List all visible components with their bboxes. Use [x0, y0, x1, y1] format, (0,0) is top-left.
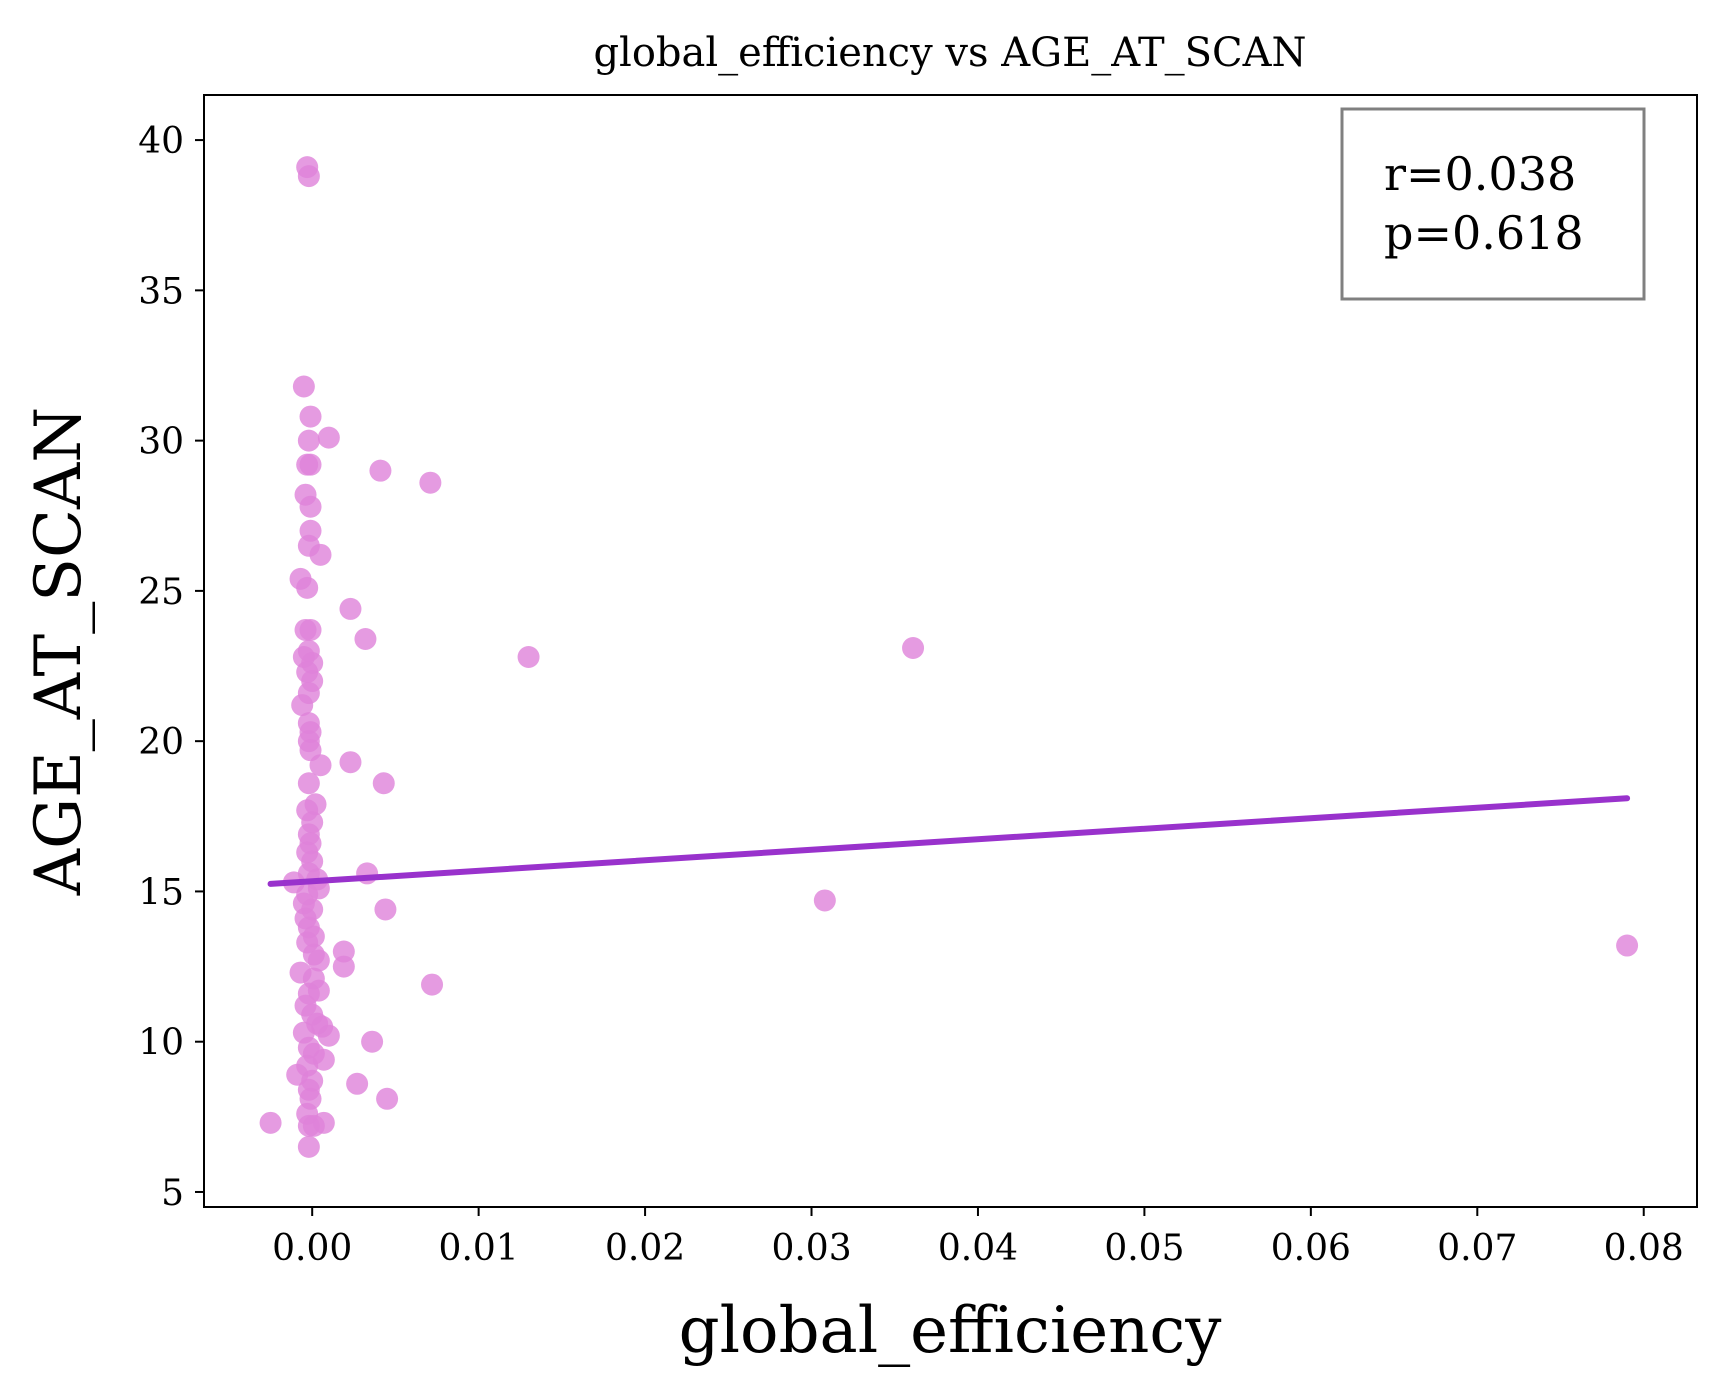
- y-tick-label: 10: [138, 1023, 184, 1064]
- data-point: [332, 940, 355, 963]
- x-tick-label: 0.02: [605, 1228, 685, 1269]
- plot-frame: [203, 94, 1698, 1208]
- data-point: [372, 772, 395, 795]
- data-point: [346, 1072, 369, 1095]
- data-point: [297, 165, 320, 188]
- y-axis-title: AGE_AT_SCAN: [22, 407, 96, 897]
- data-point: [354, 627, 377, 650]
- data-point: [902, 636, 925, 659]
- data-point: [299, 618, 322, 641]
- points-layer: [259, 156, 1639, 1158]
- y-tick-label: 15: [138, 872, 184, 913]
- data-point: [312, 1048, 335, 1071]
- x-tick-label: 0.08: [1604, 1228, 1684, 1269]
- regression-line-layer: [267, 795, 1631, 887]
- data-point: [309, 754, 332, 777]
- stats-box-frame: [1340, 107, 1646, 301]
- stats-annotation-box: r=0.038 p=0.618: [1340, 107, 1646, 301]
- x-tick-label: 0.07: [1437, 1228, 1517, 1269]
- y-tick-label: 25: [138, 572, 184, 613]
- data-point: [339, 597, 362, 620]
- data-point: [299, 495, 322, 518]
- data-point: [421, 973, 444, 996]
- data-point: [259, 1111, 282, 1134]
- data-point: [292, 375, 315, 398]
- x-tick-label: 0.03: [771, 1228, 851, 1269]
- data-point: [317, 1024, 340, 1047]
- regression-line: [267, 795, 1631, 887]
- data-point: [369, 459, 392, 482]
- data-point: [299, 453, 322, 476]
- x-axis-title: global_efficiency: [679, 1294, 1222, 1368]
- data-point: [339, 751, 362, 774]
- x-tick-label: 0.00: [272, 1228, 352, 1269]
- data-point: [317, 426, 340, 449]
- data-point: [374, 898, 397, 921]
- data-point: [376, 1087, 399, 1110]
- data-point: [419, 471, 442, 494]
- data-point: [297, 772, 320, 795]
- data-point: [291, 694, 314, 717]
- data-point: [297, 429, 320, 452]
- data-point: [1616, 934, 1639, 957]
- data-point: [307, 949, 330, 972]
- y-tick-label: 5: [161, 1173, 184, 1214]
- y-axis-ticks: 5 10 15 20 25 30 35 40: [138, 121, 204, 1214]
- data-point: [297, 1135, 320, 1158]
- data-point: [312, 1111, 335, 1134]
- stats-r-value: r=0.038: [1384, 147, 1576, 201]
- data-point: [361, 1030, 384, 1053]
- chart-title: global_efficiency vs AGE_AT_SCAN: [593, 30, 1306, 76]
- stats-p-value: p=0.618: [1384, 206, 1584, 260]
- y-tick-label: 30: [138, 422, 184, 463]
- x-tick-label: 0.04: [938, 1228, 1018, 1269]
- data-point: [813, 889, 836, 912]
- data-point: [299, 405, 322, 428]
- y-tick-label: 40: [138, 121, 184, 162]
- data-point: [296, 576, 319, 599]
- y-tick-label: 20: [138, 722, 184, 763]
- x-axis-ticks: 0.00 0.01 0.02 0.03 0.04 0.05 0.06 0.07 0.08: [272, 1207, 1684, 1269]
- data-point: [309, 543, 332, 566]
- x-tick-label: 0.01: [439, 1228, 519, 1269]
- data-point: [332, 955, 355, 978]
- data-point: [517, 646, 540, 669]
- y-tick-label: 35: [138, 271, 184, 312]
- x-tick-label: 0.05: [1104, 1228, 1184, 1269]
- x-tick-label: 0.06: [1271, 1228, 1351, 1269]
